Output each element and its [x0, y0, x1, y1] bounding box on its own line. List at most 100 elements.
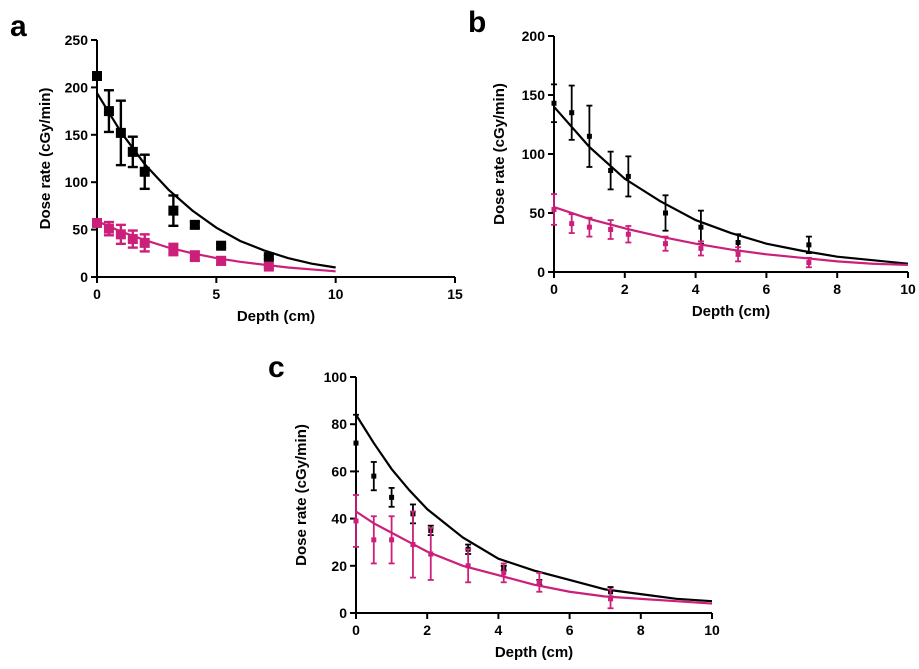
data-point [608, 168, 614, 174]
fit-line-black [553, 106, 909, 265]
y-tick-label: 50 [529, 205, 545, 221]
x-tick-label: 10 [704, 622, 720, 638]
fit-line-magenta [355, 510, 713, 605]
y-tick-label: 100 [522, 146, 546, 162]
data-point [608, 227, 614, 233]
x-axis-title: Depth (cm) [692, 303, 770, 320]
panel-c: c 0 20 40 60 80 100 0 2 4 6 8 10 Depth (cm) Dose rate … [268, 351, 720, 661]
y-tick-label: 50 [72, 222, 88, 238]
data-point [735, 251, 741, 257]
fit-line-magenta [553, 206, 909, 267]
data-point [806, 260, 812, 266]
y-tick-label: 0 [537, 264, 545, 280]
data-point [189, 251, 200, 262]
y-tick-label: 200 [65, 79, 89, 95]
y-axis-title: Dose rate (cGy/min) [37, 88, 54, 230]
data-point [698, 224, 704, 230]
x-tick-label: 15 [447, 286, 463, 302]
data-point [92, 71, 102, 82]
x-tick-label: 10 [328, 286, 344, 302]
fit-line-black [355, 414, 713, 603]
data-point [625, 231, 631, 237]
data-point [698, 245, 704, 251]
y-tick-label: 150 [522, 87, 546, 103]
x-tick-label: 8 [637, 622, 645, 638]
x-axis-title: Depth (cm) [495, 644, 573, 661]
data-point [551, 206, 557, 212]
data-point [103, 223, 114, 234]
data-point [551, 100, 557, 106]
data-point [465, 563, 471, 569]
data-point [569, 110, 575, 116]
x-tick-label: 5 [212, 286, 220, 302]
series-magenta [551, 193, 909, 269]
data-point [139, 237, 150, 248]
data-point [625, 173, 631, 179]
data-point [168, 244, 179, 255]
data-point [115, 229, 126, 240]
data-point [353, 518, 359, 524]
x-tick-label: 0 [93, 286, 101, 302]
x-tick-label: 2 [423, 622, 431, 638]
data-point [103, 106, 114, 117]
panel-label: c [268, 351, 285, 384]
data-point [168, 205, 179, 216]
series-black [551, 83, 909, 265]
data-point [216, 240, 227, 251]
data-point [371, 537, 377, 543]
data-point [536, 579, 542, 585]
x-tick-label: 2 [621, 281, 629, 297]
data-point [501, 570, 507, 576]
y-tick-label: 0 [80, 269, 88, 285]
data-point [735, 240, 741, 245]
panel-label: b [468, 6, 486, 39]
x-tick-label: 6 [763, 281, 771, 297]
y-axis-title: Dose rate (cGy/min) [491, 83, 508, 225]
data-point [189, 219, 200, 230]
x-tick-label: 4 [495, 622, 503, 638]
data-point [389, 494, 395, 500]
y-tick-label: 80 [331, 416, 347, 432]
data-point [216, 255, 227, 266]
data-point [139, 166, 150, 177]
data-point [428, 551, 434, 557]
series-magenta [353, 494, 713, 610]
data-point [371, 473, 377, 479]
data-point [806, 242, 812, 248]
panel-a: a 0 50 100 150 200 250 0 5 10 15 Depth (cm) Dose rat… [10, 10, 463, 325]
x-axis-title: Depth (cm) [237, 308, 315, 325]
data-point [586, 224, 592, 230]
y-tick-label: 40 [331, 511, 347, 527]
y-tick-label: 20 [331, 558, 347, 574]
y-tick-label: 100 [324, 369, 348, 385]
series-magenta [92, 217, 336, 273]
data-point [410, 542, 416, 548]
data-point [569, 221, 575, 227]
data-point [586, 133, 592, 139]
y-tick-label: 200 [522, 28, 546, 44]
data-point [127, 146, 138, 157]
data-point [127, 234, 138, 245]
y-axis-title: Dose rate (cGy/min) [293, 424, 310, 566]
x-tick-label: 8 [833, 281, 841, 297]
x-tick-label: 10 [900, 281, 916, 297]
data-point [389, 537, 395, 543]
x-tick-label: 4 [692, 281, 700, 297]
panel-b: b 0 50 100 150 200 0 2 4 6 8 10 Depth (cm) Dose rate … [468, 6, 916, 320]
y-tick-label: 100 [65, 174, 89, 190]
data-point [263, 252, 274, 263]
data-point [663, 210, 669, 216]
data-point [92, 217, 102, 228]
data-point [115, 127, 126, 138]
y-tick-label: 60 [331, 463, 347, 479]
data-point [263, 261, 274, 272]
data-point [663, 241, 669, 247]
data-point [353, 440, 359, 446]
y-tick-label: 0 [339, 605, 347, 621]
series-black [353, 413, 713, 603]
x-tick-label: 0 [352, 622, 360, 638]
series-black [92, 71, 336, 269]
data-point [608, 596, 614, 602]
x-tick-label: 6 [566, 622, 574, 638]
